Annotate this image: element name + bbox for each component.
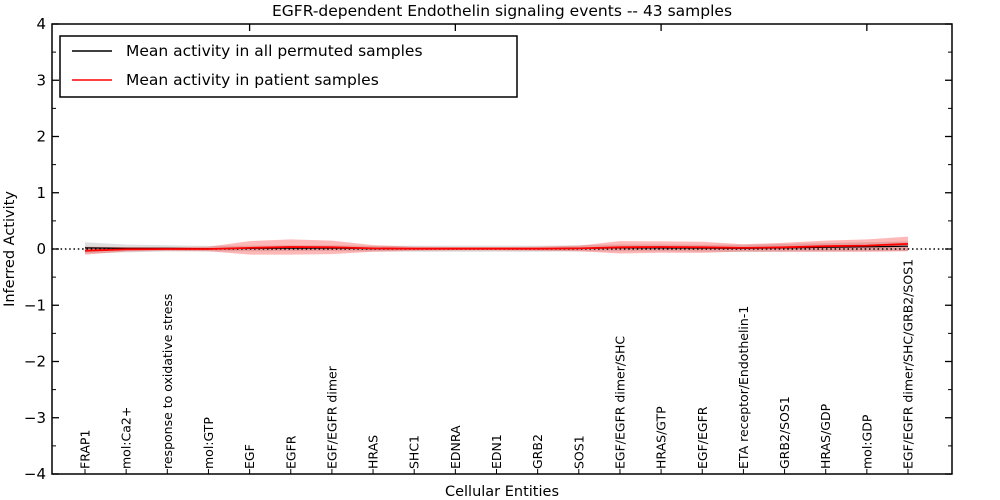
x-tick-label: EGF/EGFR dimer/SHC/GRB2/SOS1: [901, 259, 916, 469]
band-permuted: [85, 241, 908, 254]
x-tick-label: HRAS/GTP: [654, 406, 669, 469]
y-tick-label: 4: [36, 15, 46, 33]
y-tick-label: −1: [24, 296, 46, 314]
legend: Mean activity in all permuted samples Me…: [59, 35, 518, 98]
x-tick-label: mol:Ca2+: [119, 407, 134, 469]
y-tick-label: 1: [36, 184, 46, 202]
x-tick-label: mol:GDP: [859, 414, 874, 469]
y-axis-label: Inferred Activity: [2, 191, 18, 307]
x-axis-label: Cellular Entities: [445, 484, 559, 500]
x-tick-label: EGF/EGFR dimer/SHC: [612, 336, 627, 469]
x-tick-label: EDNRA: [448, 425, 463, 469]
x-tick-label: GRB2/SOS1: [777, 396, 792, 469]
x-tick-label: SOS1: [571, 435, 586, 469]
x-tick-label: EDN1: [489, 434, 504, 469]
y-tick-label: −4: [24, 465, 46, 483]
x-tick-label: ETA receptor/Endothelin-1: [736, 306, 751, 469]
x-tick-label: FRAP1: [78, 430, 93, 469]
x-tick-label: GRB2: [530, 434, 545, 469]
chart-title: EGFR-dependent Endothelin signaling even…: [272, 2, 732, 20]
plot-area: 4 3 2 1 0 −1 −2 −3 −4 FRAP1 mol:Ca2+ response to ox…: [24, 15, 953, 483]
x-tick-label: HRAS: [366, 435, 381, 469]
x-tick-label: mol:GTP: [201, 417, 216, 469]
legend-label-patient: Mean activity in patient samples: [126, 71, 379, 89]
x-tick-label: SHC1: [407, 435, 422, 469]
legend-label-permuted: Mean activity in all permuted samples: [126, 42, 423, 60]
band-patient: [85, 236, 908, 255]
x-tick-label: EGFR: [283, 435, 298, 469]
y-tick-label: 2: [36, 128, 46, 146]
x-tick-label: response to oxidative stress: [160, 294, 175, 469]
y-tick-label: 0: [36, 240, 46, 258]
x-tick-label: EGF/EGFR dimer: [324, 365, 339, 469]
y-tick-label: 3: [36, 71, 46, 89]
x-tick-label: EGF/EGFR: [695, 406, 710, 469]
series-line-patient: [84, 243, 909, 252]
y-tick-label: −3: [24, 409, 46, 427]
y-tick-label: −2: [24, 353, 46, 371]
legend-box: [59, 35, 518, 98]
x-tick-label: EGF: [242, 444, 257, 469]
x-tick-label: HRAS/GDP: [818, 403, 833, 469]
